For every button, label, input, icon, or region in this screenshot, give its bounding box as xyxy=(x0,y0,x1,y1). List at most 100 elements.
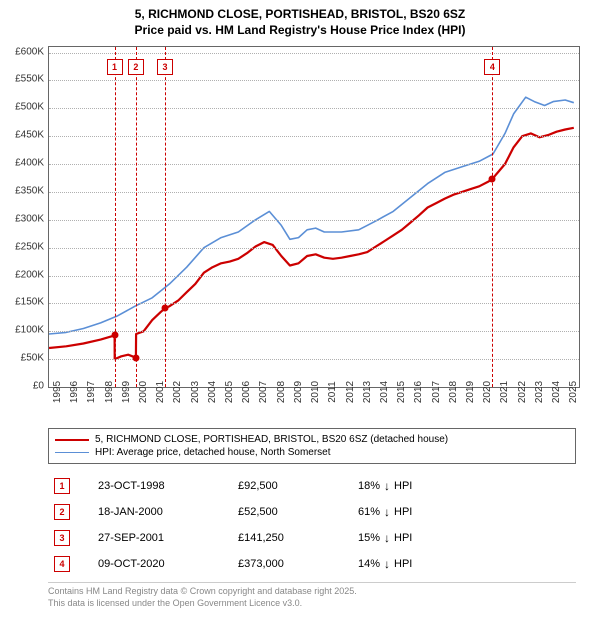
down-arrow-icon: ↓ xyxy=(384,479,390,493)
event-dot xyxy=(132,354,139,361)
event-delta-suffix: HPI xyxy=(394,532,412,544)
x-tick-label: 2013 xyxy=(362,381,373,403)
event-dot xyxy=(489,176,496,183)
gridline xyxy=(49,359,579,360)
chart-lines-svg xyxy=(49,47,579,387)
legend-swatch xyxy=(55,439,89,441)
event-price: £373,000 xyxy=(238,558,358,570)
x-tick-label: 2014 xyxy=(379,381,390,403)
event-vline xyxy=(165,47,166,387)
down-arrow-icon: ↓ xyxy=(384,531,390,545)
x-tick-label: 1997 xyxy=(86,381,97,403)
y-tick-label: £250K xyxy=(15,241,44,252)
event-delta-pct: 18% xyxy=(358,480,380,492)
y-tick-label: £200K xyxy=(15,269,44,280)
y-tick-label: £400K xyxy=(15,158,44,169)
x-tick-label: 2004 xyxy=(207,381,218,403)
event-date: 23-OCT-1998 xyxy=(98,480,238,492)
footer-line1: Contains HM Land Registry data © Crown c… xyxy=(48,586,576,598)
y-tick-label: £500K xyxy=(15,102,44,113)
x-tick-label: 2003 xyxy=(190,381,201,403)
event-price: £141,250 xyxy=(238,532,358,544)
x-tick-label: 2010 xyxy=(310,381,321,403)
gridline xyxy=(49,248,579,249)
x-tick-label: 2018 xyxy=(448,381,459,403)
event-date: 18-JAN-2000 xyxy=(98,506,238,518)
gridline xyxy=(49,108,579,109)
gridline xyxy=(49,164,579,165)
legend: 5, RICHMOND CLOSE, PORTISHEAD, BRISTOL, … xyxy=(48,428,576,464)
gridline xyxy=(49,331,579,332)
x-tick-label: 2016 xyxy=(413,381,424,403)
event-dot xyxy=(111,332,118,339)
x-tick-label: 2025 xyxy=(568,381,579,403)
event-marker-box: 1 xyxy=(107,59,123,75)
x-tick-label: 2009 xyxy=(293,381,304,403)
gridline xyxy=(49,220,579,221)
event-dot xyxy=(161,305,168,312)
chart-title: 5, RICHMOND CLOSE, PORTISHEAD, BRISTOL, … xyxy=(0,0,600,38)
x-tick-label: 2019 xyxy=(465,381,476,403)
x-tick-label: 2015 xyxy=(396,381,407,403)
event-delta: 61% ↓ HPI xyxy=(358,505,412,519)
x-tick-label: 2001 xyxy=(155,381,166,403)
x-tick-label: 2008 xyxy=(276,381,287,403)
event-date: 27-SEP-2001 xyxy=(98,532,238,544)
footer-attribution: Contains HM Land Registry data © Crown c… xyxy=(48,582,576,609)
y-tick-label: £350K xyxy=(15,185,44,196)
gridline xyxy=(49,303,579,304)
event-row: 327-SEP-2001£141,25015%↓HPI xyxy=(48,526,576,552)
event-marker-box: 3 xyxy=(157,59,173,75)
x-tick-label: 2005 xyxy=(224,381,235,403)
event-row-marker: 2 xyxy=(54,504,70,520)
x-tick-label: 2007 xyxy=(258,381,269,403)
x-tick-label: 1999 xyxy=(121,381,132,403)
event-marker-box: 4 xyxy=(484,59,500,75)
events-table: 123-OCT-1998£92,50018%↓HPI218-JAN-2000£5… xyxy=(48,474,576,578)
down-arrow-icon: ↓ xyxy=(384,557,390,571)
event-delta-pct: 61% xyxy=(358,506,380,518)
x-tick-label: 1996 xyxy=(69,381,80,403)
y-tick-label: £600K xyxy=(15,46,44,57)
y-tick-label: £450K xyxy=(15,130,44,141)
x-tick-label: 2000 xyxy=(138,381,149,403)
event-marker-box: 2 xyxy=(128,59,144,75)
event-delta-suffix: HPI xyxy=(394,480,412,492)
title-line2: Price paid vs. HM Land Registry's House … xyxy=(0,22,600,38)
x-tick-label: 2002 xyxy=(172,381,183,403)
event-vline xyxy=(136,47,137,387)
x-tick-label: 2006 xyxy=(241,381,252,403)
legend-row: 5, RICHMOND CLOSE, PORTISHEAD, BRISTOL, … xyxy=(55,433,569,446)
event-row: 123-OCT-1998£92,50018%↓HPI xyxy=(48,474,576,500)
y-tick-label: £300K xyxy=(15,213,44,224)
y-tick-label: £0 xyxy=(33,381,44,392)
series-hpi xyxy=(49,97,574,334)
legend-swatch xyxy=(55,452,89,453)
gridline xyxy=(49,80,579,81)
footer-line2: This data is licensed under the Open Gov… xyxy=(48,598,576,610)
event-delta-pct: 14% xyxy=(358,558,380,570)
x-tick-label: 2023 xyxy=(534,381,545,403)
gridline xyxy=(49,276,579,277)
event-date: 09-OCT-2020 xyxy=(98,558,238,570)
title-line1: 5, RICHMOND CLOSE, PORTISHEAD, BRISTOL, … xyxy=(0,6,600,22)
legend-label: HPI: Average price, detached house, Nort… xyxy=(95,447,331,458)
event-price: £92,500 xyxy=(238,480,358,492)
event-row: 2 18-JAN-2000£52,50061% ↓ HPI xyxy=(48,500,576,526)
gridline xyxy=(49,136,579,137)
x-tick-label: 2020 xyxy=(482,381,493,403)
series-price_paid xyxy=(49,128,574,359)
legend-row: HPI: Average price, detached house, Nort… xyxy=(55,446,569,459)
chart-plot-area: 123 4 xyxy=(48,46,580,388)
event-delta-suffix: HPI xyxy=(394,558,412,570)
event-price: £52,500 xyxy=(238,506,358,518)
y-tick-label: £100K xyxy=(15,325,44,336)
x-tick-label: 2012 xyxy=(345,381,356,403)
x-tick-label: 2022 xyxy=(517,381,528,403)
y-tick-label: £550K xyxy=(15,74,44,85)
down-arrow-icon: ↓ xyxy=(384,505,390,519)
event-vline xyxy=(492,47,493,387)
event-delta-pct: 15% xyxy=(358,532,380,544)
event-delta-suffix: HPI xyxy=(394,506,412,518)
event-row-marker: 4 xyxy=(54,556,70,572)
